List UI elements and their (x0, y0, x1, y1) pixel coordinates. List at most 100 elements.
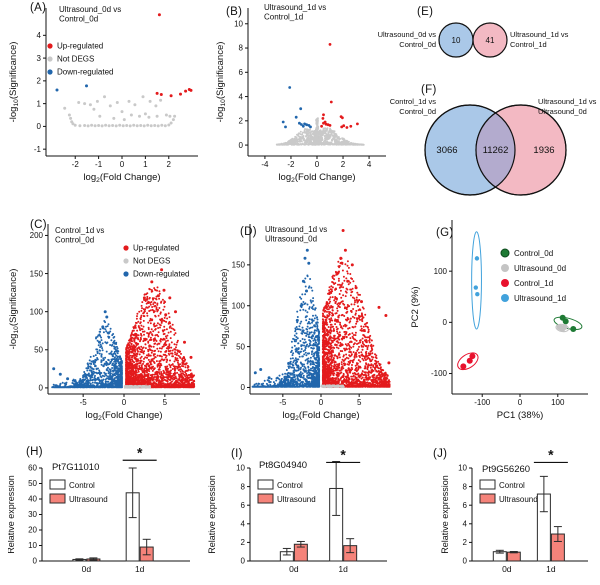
bars (72, 467, 154, 562)
svg-text:8: 8 (239, 44, 244, 53)
svg-text:-log10(Significance): -log10(Significance) (8, 42, 20, 123)
svg-text:Ultrasound: Ultrasound (69, 495, 108, 504)
panel-h-bar-chart: 0 10 20 30 40 50 60 0d 1d Relative expression Pt7G… (8, 438, 198, 585)
blue-points (55, 84, 88, 92)
svg-text:-2: -2 (72, 160, 80, 169)
bars (492, 475, 565, 562)
axes (449, 220, 588, 397)
axes: 0 2 4 6 8 10 (236, 464, 387, 566)
bar-legend: Control Ultrasound (257, 479, 316, 504)
pca-legend: Control_0d Ultrasound_0d Control_1d Ultraso… (500, 248, 566, 303)
pca-points-ultrasound_0d (556, 323, 568, 333)
svg-text:-1: -1 (34, 145, 42, 154)
venn-counts: 10 41 (452, 36, 495, 45)
significance-marker: * (122, 444, 157, 461)
svg-text:1d: 1d (135, 564, 145, 574)
svg-text:1d: 1d (338, 564, 348, 574)
svg-text:0: 0 (239, 141, 244, 150)
svg-text:Not DEGS: Not DEGS (57, 55, 94, 64)
svg-text:log2(Fold Change): log2(Fold Change) (282, 410, 359, 420)
svg-text:0: 0 (241, 383, 246, 392)
panel-letter-g: (G) (436, 227, 454, 239)
svg-text:Control: Control (277, 481, 303, 490)
gray-points (63, 95, 177, 128)
svg-text:0: 0 (463, 557, 468, 566)
svg-text:0: 0 (315, 160, 320, 169)
svg-text:Pt9G56260: Pt9G56260 (482, 464, 530, 475)
pca-points-control_1d (460, 353, 476, 370)
svg-text:50: 50 (236, 342, 245, 351)
venn-labels: Ultrasound_0d vs Control_0d Ultrasound_1d … (378, 30, 569, 49)
pca-points-ultrasound_1d (473, 256, 480, 297)
svg-text:1936: 1936 (533, 145, 554, 156)
panel-a-svg: -2 -1 0 1 2 -1 0 1 2 3 4 log2(Fold Change) -log10(Si… (8, 5, 198, 184)
svg-text:0d: 0d (289, 564, 299, 574)
bar-legend: Control Ultrasound (49, 479, 108, 504)
svg-text:*: * (548, 446, 554, 462)
panel-g-svg: -100 0 100 -100 0 100 PC1 (38%) PC2 (9%) Control… (410, 220, 588, 420)
venn-overlap-region (476, 112, 515, 188)
red-points (336, 229, 391, 365)
svg-text:Relative expression: Relative expression (207, 475, 217, 554)
svg-text:3066: 3066 (436, 145, 457, 156)
svg-text:0: 0 (122, 398, 127, 407)
red-points (320, 43, 359, 129)
svg-text:Relative expression: Relative expression (440, 475, 450, 554)
panel-i-svg: 0 2 4 6 8 10 0d 1d Relative expression Pt8G04940 C… (207, 446, 387, 574)
svg-text:Relative expression: Relative expression (8, 475, 16, 554)
svg-text:Control_1d: Control_1d (514, 279, 553, 288)
svg-text:4: 4 (239, 92, 244, 101)
svg-text:8: 8 (463, 482, 468, 491)
red-points (155, 13, 193, 98)
panel-letter-a: (A) (30, 2, 47, 14)
svg-text:60: 60 (28, 464, 37, 473)
panel-letter-j: (J) (433, 448, 448, 460)
svg-text:2: 2 (167, 160, 172, 169)
panel-c-volcano-plot: -5 0 5 0 50 100 150 200 log2(Fold Change) -log10(… (8, 208, 208, 420)
venn-circles (438, 22, 508, 58)
panel-f-svg: 3066 11262 1936 Control_1d vs Control_0d Ultr… (390, 97, 597, 196)
panel-b-svg: -4 -2 0 2 4 0 2 4 6 8 10 log2(Fold Change) -log10(Si… (215, 3, 386, 184)
svg-text:1d: 1d (546, 564, 556, 574)
gray-point-cloud (275, 128, 318, 146)
svg-text:100: 100 (30, 307, 44, 316)
svg-text:100: 100 (434, 267, 448, 276)
svg-text:6: 6 (241, 501, 246, 510)
svg-text:PC2 (9%): PC2 (9%) (410, 286, 421, 327)
svg-text:2: 2 (239, 117, 244, 126)
significance-marker: * (533, 446, 568, 464)
axes (45, 224, 200, 397)
blue-point-cloud (252, 372, 295, 388)
svg-text:-2: -2 (287, 160, 295, 169)
red-points (142, 268, 193, 359)
svg-text:6: 6 (239, 68, 244, 77)
panel-b-volcano-plot: -4 -2 0 2 4 0 2 4 6 8 10 log2(Fold Change) -log10(Si… (215, 2, 400, 198)
svg-text:11262: 11262 (483, 145, 509, 156)
svg-text:10: 10 (452, 36, 461, 45)
plot-title: Control_1d vs Control_0d (55, 226, 104, 245)
svg-text:0: 0 (518, 398, 523, 407)
plot-title: Ultrasound_1d vs Control_1d (264, 3, 326, 22)
svg-text:4: 4 (463, 520, 468, 529)
axes: 0 10 20 30 40 50 60 (28, 464, 190, 566)
panel-letter-h: (H) (26, 446, 43, 458)
svg-text:0: 0 (39, 384, 44, 393)
svg-text:-100: -100 (474, 398, 491, 407)
svg-text:0: 0 (33, 557, 38, 566)
svg-text:Ultrasound_1d: Ultrasound_1d (514, 294, 566, 303)
panel-letter-c: (C) (30, 219, 47, 231)
panel-j-svg: 0 2 4 6 8 10 0d 1d Relative expression Pt9G56260 C… (440, 446, 588, 574)
svg-text:1: 1 (143, 160, 148, 169)
svg-text:5: 5 (163, 398, 168, 407)
red-point-cloud (125, 286, 196, 389)
panel-letter-f: (F) (421, 84, 437, 96)
svg-text:Ultrasound: Ultrasound (277, 495, 316, 504)
svg-text:Control: Control (499, 481, 525, 490)
panel-letter-i: (I) (231, 448, 243, 460)
svg-text:2: 2 (341, 160, 346, 169)
blue-points (281, 86, 312, 129)
svg-text:5: 5 (357, 398, 362, 407)
